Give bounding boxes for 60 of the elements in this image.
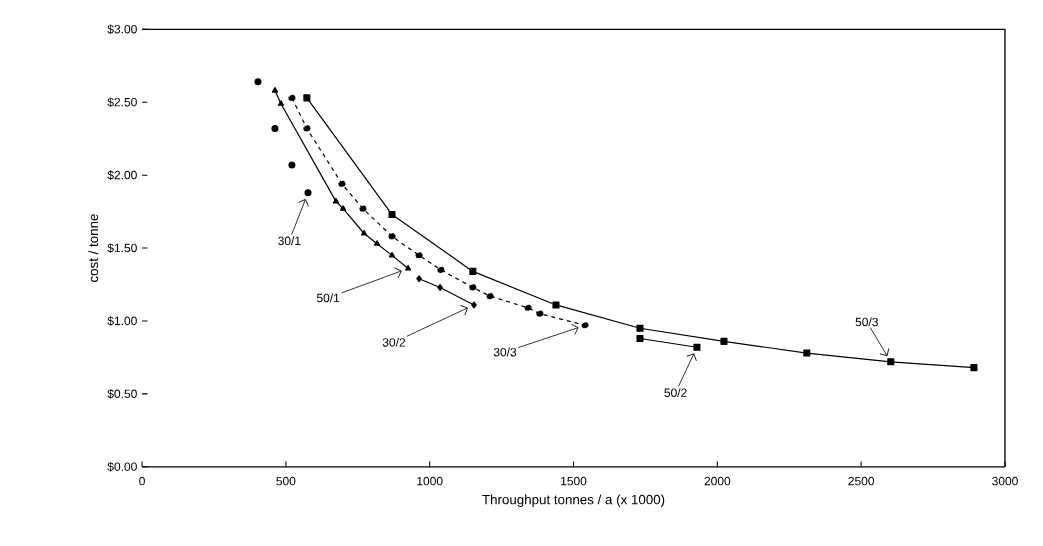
text: 50/3 [855, 317, 878, 327]
point [887, 358, 895, 366]
x-tick-label: 1000 [417, 477, 443, 486]
point [303, 125, 311, 133]
point [437, 266, 445, 274]
point [359, 205, 367, 213]
text: 30/2 [382, 338, 406, 347]
x-tick-label: 2500 [848, 477, 875, 486]
y-tick-label: $3.00 [107, 24, 137, 35]
point [416, 275, 422, 283]
point [486, 292, 494, 300]
y-tick-label: $1.50 [107, 243, 137, 254]
point [437, 284, 443, 292]
point [636, 324, 644, 333]
point [636, 335, 644, 343]
point [524, 304, 532, 312]
y-tick-label: $2.50 [107, 97, 137, 108]
point [803, 349, 811, 357]
point [332, 198, 340, 204]
point [552, 301, 560, 309]
y-tick-label: $0.50 [107, 389, 137, 400]
point [360, 230, 368, 236]
text: 30/3 [493, 347, 517, 357]
y-axis-title: cost / tonne [88, 214, 99, 283]
point [469, 284, 477, 292]
x-tick-label: 1500 [561, 477, 587, 486]
text: 50/1 [316, 293, 340, 303]
x-axis-title: Throughput tonnes / a (x 1000) [482, 494, 665, 508]
point [536, 310, 544, 318]
point [271, 125, 279, 133]
x-tick-label: 500 [276, 477, 296, 486]
point [970, 364, 978, 372]
y-tick-label: $0.00 [107, 462, 137, 472]
point [303, 94, 311, 102]
point [288, 161, 296, 169]
point [271, 87, 279, 93]
y-tick-label: $1.00 [107, 316, 137, 327]
text: 50/2 [664, 388, 687, 398]
point [388, 252, 396, 258]
point [388, 233, 396, 241]
x-tick-label: 2000 [704, 477, 731, 486]
point [288, 94, 296, 102]
point [277, 100, 285, 107]
y-tick-label: $2.00 [107, 170, 137, 181]
point [469, 268, 477, 276]
text: 30/1 [278, 236, 301, 246]
x-tick-label: 3000 [992, 477, 1018, 486]
point [373, 240, 381, 247]
point [415, 252, 423, 260]
point [693, 343, 701, 352]
point [471, 301, 477, 309]
x-tick-label: 0 [139, 477, 145, 486]
point [388, 211, 396, 219]
point [581, 322, 589, 330]
point [254, 78, 262, 86]
point [338, 180, 346, 188]
point [720, 338, 728, 346]
point [404, 265, 412, 271]
point [339, 205, 347, 212]
point [304, 189, 312, 197]
